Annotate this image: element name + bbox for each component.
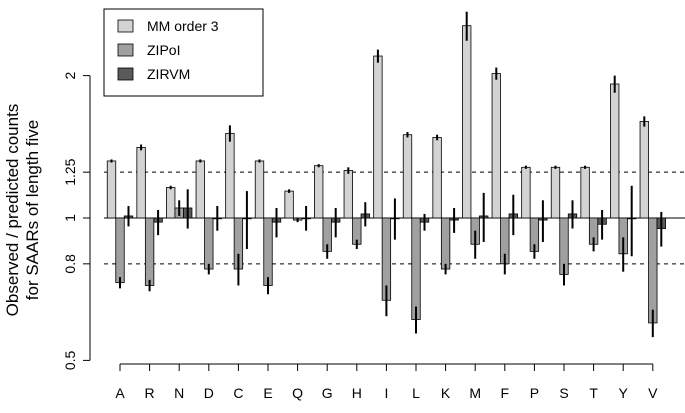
bar	[580, 166, 590, 219]
bar	[166, 187, 176, 219]
legend-swatch	[117, 19, 134, 33]
legend-label: ZIPoI	[147, 42, 180, 58]
bar	[373, 55, 383, 219]
legend-swatch	[117, 43, 134, 57]
y-tick-label: 1	[62, 214, 78, 222]
bar	[263, 217, 273, 286]
legend: MM order 3 ZIPoI ZIRVM	[103, 8, 264, 97]
x-tick-label: S	[559, 385, 568, 401]
bar	[106, 160, 117, 219]
y-tick-label: 0.5	[62, 350, 78, 370]
legend-label: MM order 3	[147, 18, 219, 34]
y-tick-label: 1.25	[62, 158, 78, 185]
x-tick-label: F	[501, 385, 510, 401]
x-tick-label: G	[322, 385, 333, 401]
y-axis-label: Observed / predicted countsfor SAARs of …	[3, 104, 42, 317]
bar	[440, 217, 451, 270]
bar	[610, 83, 620, 219]
y-tick-label: 0.8	[62, 254, 78, 274]
x-tick-label: R	[145, 385, 155, 401]
x-tick-label: M	[469, 385, 481, 401]
x-tick-label: I	[384, 385, 388, 401]
y-axis: 0.5 0.8 1 1.25 2	[62, 72, 91, 370]
bar	[411, 217, 421, 320]
bar	[115, 217, 125, 284]
x-tick-label: Q	[292, 385, 303, 401]
legend-swatch	[117, 67, 134, 81]
bar	[639, 121, 649, 219]
bar	[462, 25, 472, 219]
x-tick-label: T	[589, 385, 598, 401]
bar	[136, 147, 146, 219]
y-axis-label-line: for SAARs of length five	[23, 120, 42, 300]
bar	[195, 160, 205, 219]
y-tick-label: 2	[62, 72, 78, 80]
x-tick-label: H	[352, 385, 362, 401]
x-tick-label: C	[233, 385, 243, 401]
y-axis-label-line: Observed / predicted counts	[3, 104, 22, 317]
x-tick-label: P	[530, 385, 539, 401]
bar	[648, 217, 658, 324]
x-tick-label: V	[648, 385, 658, 401]
bar	[343, 170, 353, 219]
x-tick-label: L	[412, 385, 420, 401]
bar	[284, 190, 294, 219]
bar	[254, 160, 265, 219]
bar	[204, 217, 214, 270]
bar	[144, 217, 155, 286]
bars-layer	[106, 11, 666, 338]
bar	[402, 134, 413, 219]
x-tick-label: A	[115, 385, 125, 401]
bar	[432, 137, 442, 219]
bar	[225, 132, 235, 219]
bar	[491, 73, 501, 219]
x-tick-label: E	[263, 385, 272, 401]
bar	[521, 166, 531, 219]
x-tick-label: N	[174, 385, 184, 401]
bar	[314, 165, 324, 219]
x-tick-label: D	[204, 385, 214, 401]
x-tick-label: K	[441, 385, 451, 401]
x-tick-label: Y	[619, 385, 629, 401]
bar	[550, 166, 561, 219]
legend-label: ZIRVM	[147, 66, 190, 82]
